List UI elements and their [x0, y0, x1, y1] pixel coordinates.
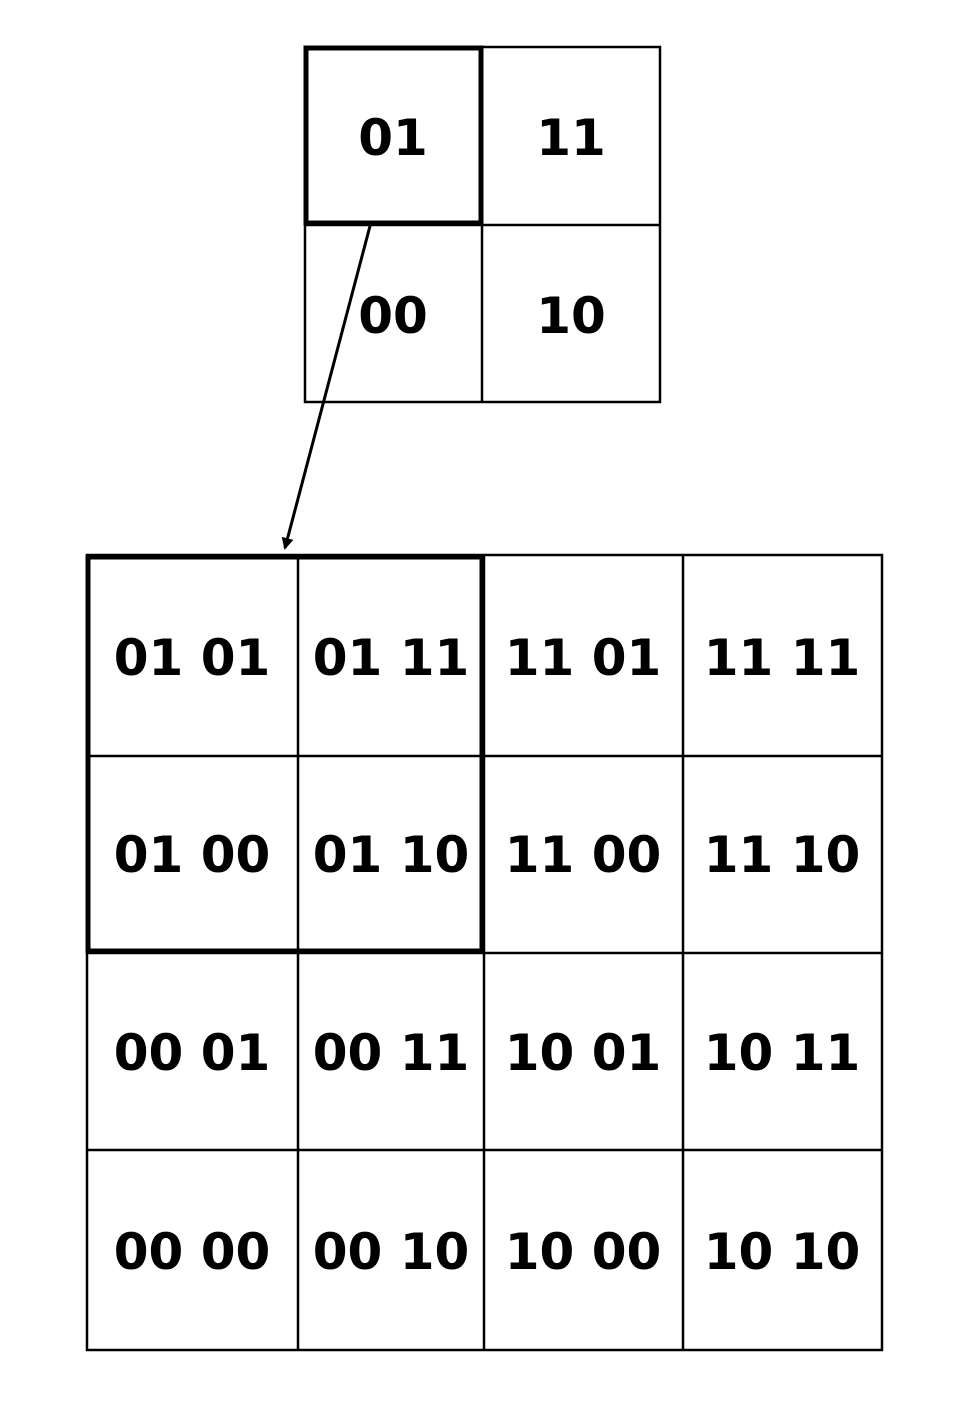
small-grid-highlight	[303, 45, 484, 226]
large-cell-label: 01 10	[313, 826, 470, 884]
large-cell-label: 10 01	[505, 1024, 662, 1082]
large-cell-label: 01 01	[114, 629, 271, 687]
large-cell-label: 00 01	[114, 1024, 271, 1082]
large-grid: 01 01 01 11 11 01 11 11 01 00 01 10 11 0…	[85, 553, 884, 1352]
large-cell-label: 11 00	[505, 826, 662, 884]
large-cell-label: 10 00	[505, 1223, 662, 1281]
small-grid: 01 11 00 10	[303, 45, 662, 404]
large-cell-label: 10 10	[704, 1223, 861, 1281]
large-grid-highlight-block	[85, 554, 485, 954]
large-cell-label: 01 11	[313, 629, 470, 687]
large-cell-label: 11 11	[704, 629, 861, 687]
large-cell-label: 11 10	[704, 826, 861, 884]
large-cell-label: 00 10	[313, 1223, 470, 1281]
large-cell-label: 01 00	[114, 826, 271, 884]
small-cell-label: 01	[358, 109, 428, 167]
small-cell-label: 11	[536, 109, 606, 167]
large-cell-label: 00 00	[114, 1223, 271, 1281]
large-cell-label: 11 01	[505, 629, 662, 687]
small-cell-label: 10	[536, 287, 606, 345]
small-cell-label: 00	[358, 287, 428, 345]
large-cell-label: 10 11	[704, 1024, 861, 1082]
large-cell-label: 00 11	[313, 1024, 470, 1082]
zoom-arrow	[281, 225, 372, 550]
